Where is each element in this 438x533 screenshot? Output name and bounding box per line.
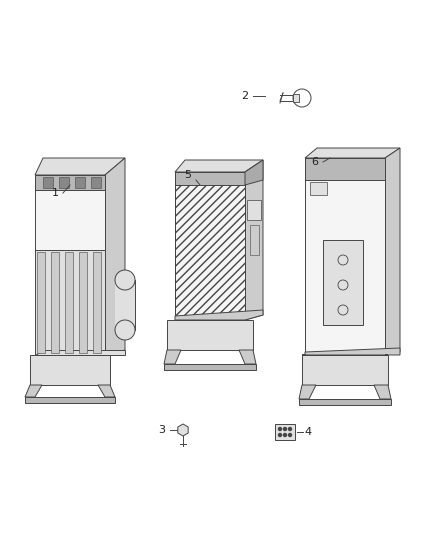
Circle shape	[283, 433, 286, 437]
Polygon shape	[164, 350, 181, 364]
Polygon shape	[175, 172, 245, 320]
Polygon shape	[323, 240, 363, 325]
Polygon shape	[302, 348, 400, 355]
Polygon shape	[247, 200, 261, 220]
Circle shape	[279, 427, 282, 431]
Polygon shape	[35, 175, 105, 250]
Circle shape	[115, 270, 135, 290]
Circle shape	[289, 427, 292, 431]
Polygon shape	[245, 160, 263, 185]
Circle shape	[338, 280, 348, 290]
Polygon shape	[105, 158, 125, 355]
Polygon shape	[305, 158, 385, 355]
Circle shape	[338, 305, 348, 315]
Polygon shape	[51, 252, 59, 353]
Circle shape	[279, 433, 282, 437]
Polygon shape	[25, 397, 115, 403]
Polygon shape	[115, 280, 135, 330]
Polygon shape	[35, 175, 105, 190]
Polygon shape	[93, 252, 101, 353]
Polygon shape	[299, 399, 391, 405]
Polygon shape	[175, 172, 245, 185]
Text: 2: 2	[241, 91, 248, 101]
Polygon shape	[175, 160, 263, 172]
Circle shape	[289, 433, 292, 437]
Polygon shape	[385, 148, 400, 355]
Polygon shape	[275, 424, 295, 440]
Polygon shape	[293, 94, 299, 102]
Polygon shape	[250, 225, 259, 255]
Polygon shape	[299, 385, 316, 399]
Polygon shape	[37, 252, 45, 353]
Polygon shape	[239, 350, 256, 364]
Circle shape	[115, 320, 135, 340]
Polygon shape	[98, 385, 115, 397]
Text: 1: 1	[52, 188, 59, 198]
Polygon shape	[91, 177, 101, 188]
Polygon shape	[245, 160, 263, 320]
Polygon shape	[35, 158, 125, 175]
Circle shape	[338, 255, 348, 265]
Polygon shape	[35, 250, 105, 355]
Polygon shape	[374, 385, 391, 399]
Polygon shape	[43, 177, 53, 188]
Polygon shape	[59, 177, 69, 188]
Polygon shape	[175, 310, 263, 320]
Text: 3: 3	[159, 425, 166, 435]
Polygon shape	[302, 355, 388, 385]
Polygon shape	[305, 148, 400, 158]
Text: 6: 6	[311, 157, 318, 167]
Text: 4: 4	[304, 427, 311, 437]
Polygon shape	[30, 355, 110, 385]
Polygon shape	[25, 385, 42, 397]
Polygon shape	[164, 364, 256, 370]
Polygon shape	[65, 252, 73, 353]
Polygon shape	[305, 158, 385, 180]
Circle shape	[283, 427, 286, 431]
Polygon shape	[35, 350, 125, 355]
Polygon shape	[310, 182, 327, 195]
Text: 5: 5	[184, 170, 191, 180]
Polygon shape	[178, 424, 188, 436]
Polygon shape	[75, 177, 85, 188]
Polygon shape	[167, 320, 253, 350]
Polygon shape	[79, 252, 87, 353]
